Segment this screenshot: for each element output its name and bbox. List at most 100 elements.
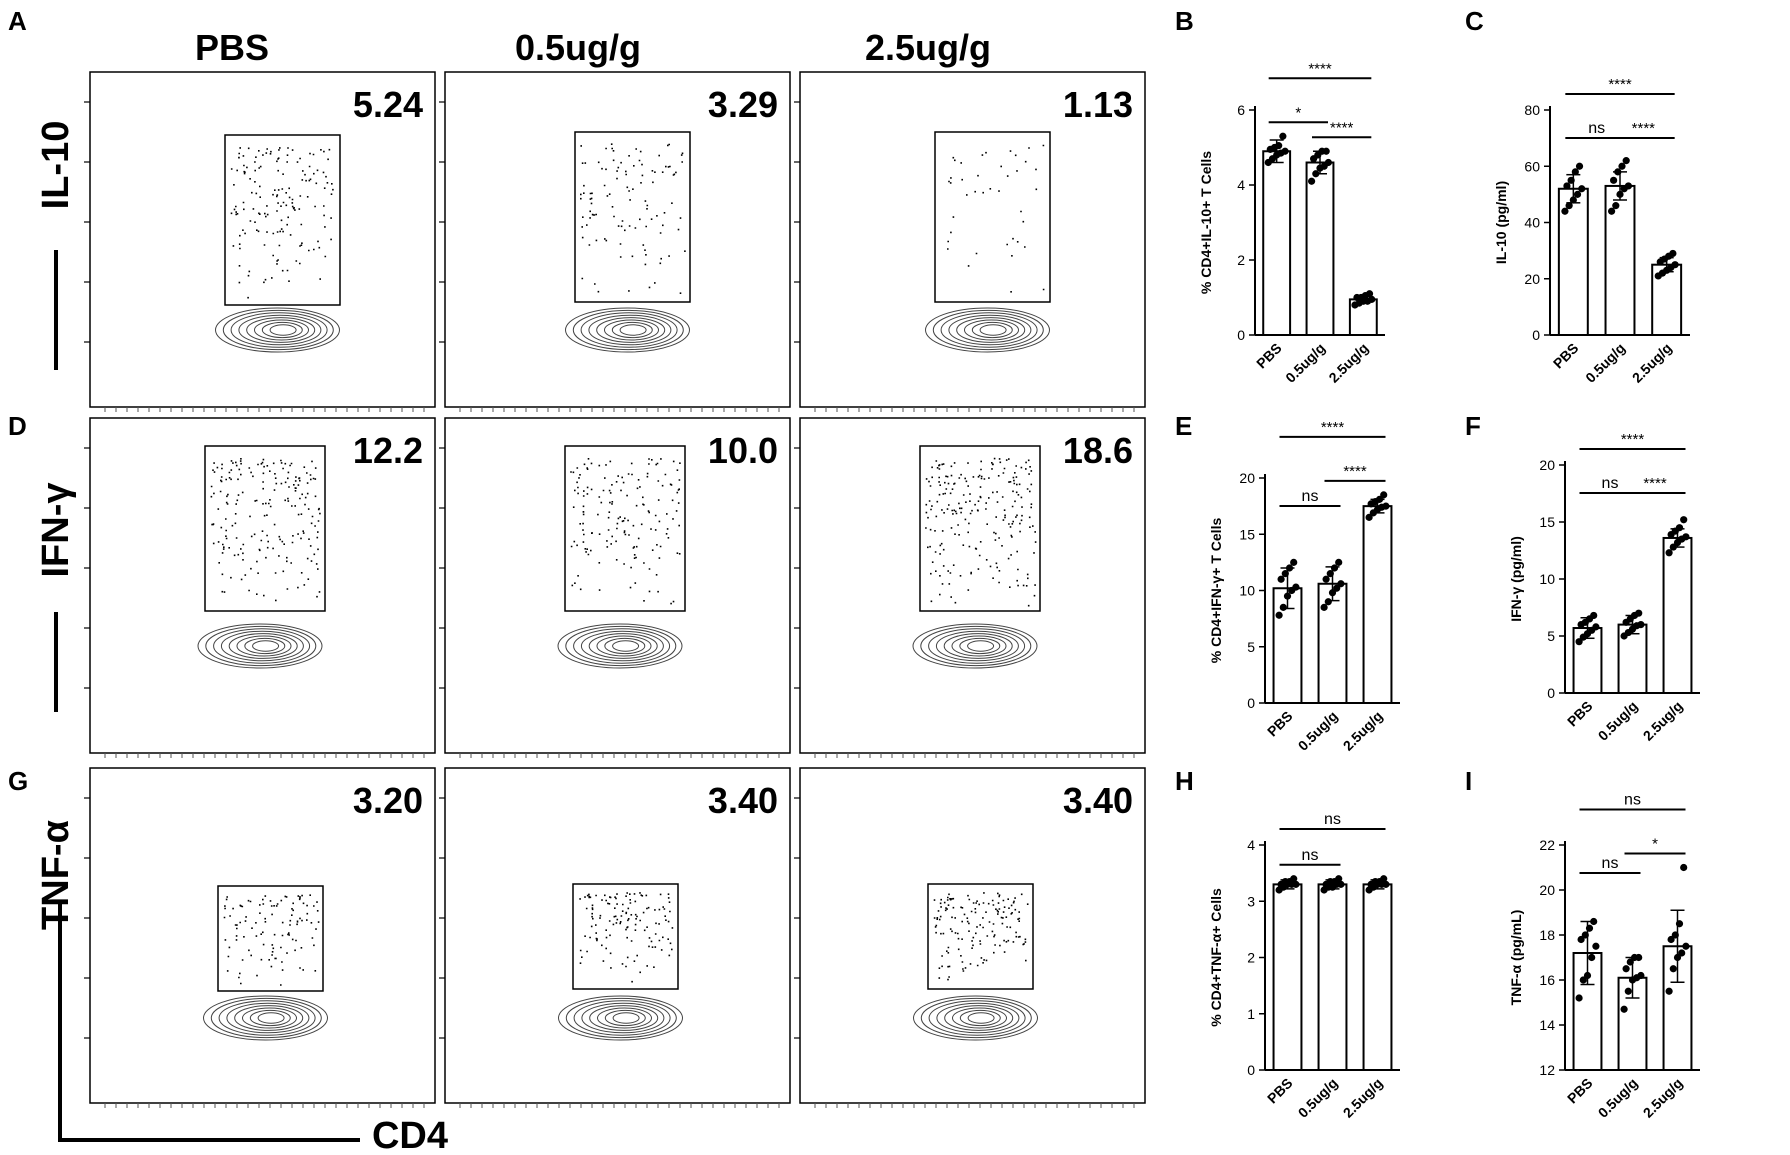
density-contour [925,307,1050,353]
significance-label: ns [1302,847,1319,864]
data-point [1382,502,1390,510]
event-dots [579,892,674,983]
gate-box [224,134,341,306]
y-tick-label: 20 [1539,882,1555,898]
data-point [1578,185,1586,193]
chart-e: 0 5 10 15 20 % CD4+IFN-γ+ T Cells PBS 0.5ug/g 2.… [1208,419,1400,754]
y-tick-label: 40 [1524,215,1540,231]
category-label: 0.5ug/g [1595,1075,1641,1121]
flow-plot-r2-c1: 3.40 [439,767,791,1108]
panel-letters: A B C D E F G H I [8,6,1484,796]
y-tick-label: 10 [1539,571,1555,587]
data-point [1637,621,1645,629]
plot-frame [89,767,436,1104]
density-contour [236,635,292,657]
y-tick-label: 20 [1539,457,1555,473]
bar-1 [1317,883,1348,1071]
significance-label: * [1295,104,1301,121]
data-point [1673,953,1682,962]
gate-percentage: 3.40 [1063,780,1133,821]
density-contour [565,625,677,667]
data-point [1281,147,1289,155]
density-contour [254,319,309,341]
data-point [1565,202,1573,210]
density-contour [920,997,1032,1039]
data-point [1620,1005,1628,1013]
data-point [1575,638,1583,646]
chart-b: 0 2 4 6 % CD4+IL-10+ T Cells PBS0.5ug/g2.5ug/… [1198,60,1385,386]
data-point [1382,880,1390,888]
panel-letter-a: A [8,6,27,36]
chart-h: 0 1 2 3 4 % CD4+TNF-α+ Cells PBS 0.5ug/g 2.5ug/g… [1208,811,1400,1121]
density-contour [581,1002,665,1034]
y-tick-label: 0 [1247,695,1255,711]
category-label: PBS [1264,1075,1296,1107]
density-contour [932,309,1044,351]
gate-percentage: 1.13 [1063,84,1133,125]
data-point [1667,935,1675,944]
data-point [1665,549,1673,557]
data-point [1571,168,1579,176]
category-label: 2.5ug/g [1340,708,1386,754]
event-dots [925,457,1037,607]
significance-label: **** [1321,419,1345,436]
data-point [1675,524,1684,532]
y-tick-label: 0 [1547,685,1555,701]
density-contour [913,995,1038,1041]
flow-cytometry-grid: PBS 0.5ug/g 2.5ug/g IL-10 IFN-γ TNF-α CD4 5.24 3… [35,27,1146,1155]
density-contour [952,1007,1007,1029]
density-contour [565,997,677,1039]
category-label: 0.5ug/g [1295,708,1341,754]
category-label: PBS [1550,340,1582,372]
flow-plot-r0-c1: 3.29 [439,71,791,412]
density-contour [944,1005,1014,1031]
panel-letter-e: E [1175,411,1192,441]
bar-2 [1662,536,1693,695]
density-contour [948,314,1032,346]
density-contour [912,623,1038,669]
y-tick-label: 14 [1539,1017,1555,1033]
significance-label: **** [1330,119,1354,136]
density-contour [580,312,678,348]
data-point [1337,880,1345,888]
category-label: 0.5ug/g [1595,698,1641,744]
density-contour [964,319,1019,341]
density-contour [215,307,340,353]
data-point [1682,942,1690,950]
data-point [1573,190,1582,198]
density-contour [951,635,1007,657]
category-label: PBS [1253,340,1285,372]
chart-i: 12 14 16 18 20 22 TNF-α (pg/mL) PBS 0.5ug/g 2.5ug… [1508,792,1700,1121]
density-contour [261,321,303,339]
y-tick-label: 4 [1237,177,1245,193]
data-point [1567,176,1575,184]
density-contour [220,630,304,662]
data-point [1330,564,1339,572]
event-dots [223,894,320,986]
data-point [1328,589,1337,597]
significance-label: * [1652,836,1658,853]
y-tick-label: 0 [1237,327,1245,343]
data-point [1365,513,1373,521]
density-contour [252,640,280,652]
data-point [1624,182,1632,190]
density-contour [210,997,322,1039]
y-tick-label: 0 [1247,1062,1255,1078]
data-point [1335,558,1343,566]
density-contour [604,319,659,341]
data-point [1368,295,1376,303]
density-contour [967,640,995,652]
data-point [1592,942,1600,950]
y-tick-label: 5 [1247,639,1255,655]
gate-percentage: 5.24 [353,84,423,125]
data-point [1665,987,1673,995]
flow-plot-r2-c2: 3.40 [794,767,1146,1108]
density-contour [573,628,671,664]
gate-box [919,445,1041,612]
gate-percentage: 3.29 [708,84,778,125]
y-tick-label: 15 [1539,514,1555,530]
y-tick-label: 5 [1547,628,1555,644]
gate-percentage: 10.0 [708,430,778,471]
column-header-2: 2.5ug/g [865,27,991,68]
significance-label: **** [1343,463,1367,480]
